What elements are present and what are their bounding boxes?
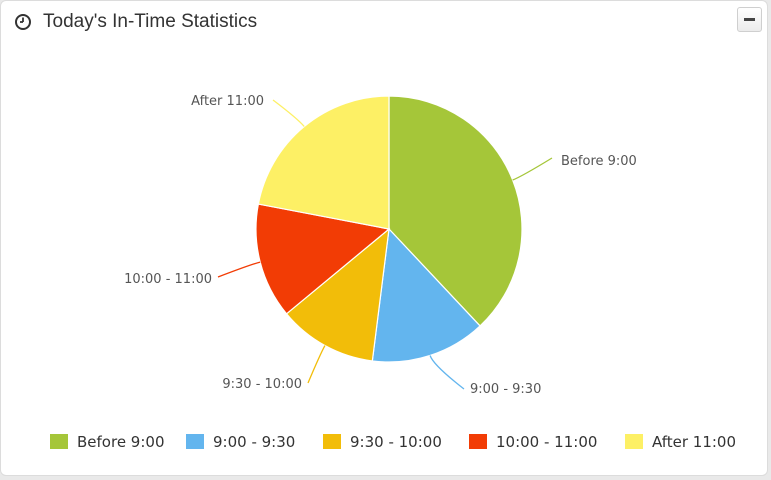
legend-label: 9:30 - 10:00 <box>350 433 442 451</box>
panel-header: Today's In-Time Statistics <box>1 1 767 43</box>
panel-title: Today's In-Time Statistics <box>43 11 258 32</box>
slice-connector <box>512 157 553 181</box>
pie-chart: Before 9:00 9:00 - 9:30 9:30 - 10:00 10:00 … <box>124 94 637 397</box>
slice-label: 9:00 - 9:30 <box>470 382 541 397</box>
slice-connector <box>272 99 305 127</box>
pie-slice[interactable] <box>371 227 481 363</box>
pie-slice[interactable] <box>255 203 391 315</box>
clock-icon <box>15 14 31 30</box>
slice-label: After 11:00 <box>191 94 264 109</box>
legend-label: 9:00 - 9:30 <box>213 433 296 451</box>
legend-swatch <box>50 434 68 449</box>
collapse-button[interactable] <box>737 7 762 32</box>
slice-connector <box>217 261 261 278</box>
slice-label: 9:30 - 10:00 <box>222 377 302 392</box>
chart-legend: Before 9:00 9:00 - 9:30 9:30 - 10:00 10:00 … <box>1 431 769 457</box>
pie-slice[interactable] <box>257 95 390 230</box>
legend-label: Before 9:00 <box>77 433 165 451</box>
legend-swatch <box>186 434 204 449</box>
legend-swatch <box>323 434 341 449</box>
slice-label: Before 9:00 <box>561 154 637 169</box>
legend-label: 10:00 - 11:00 <box>496 433 598 451</box>
slice-connector <box>307 345 326 384</box>
slice-label: 10:00 - 11:00 <box>124 272 212 287</box>
legend-swatch <box>625 434 643 449</box>
legend-label: After 11:00 <box>652 433 737 451</box>
pie-slice[interactable] <box>285 227 390 362</box>
minus-icon <box>744 18 755 21</box>
legend-swatch <box>469 434 487 449</box>
slice-connector <box>429 355 465 390</box>
